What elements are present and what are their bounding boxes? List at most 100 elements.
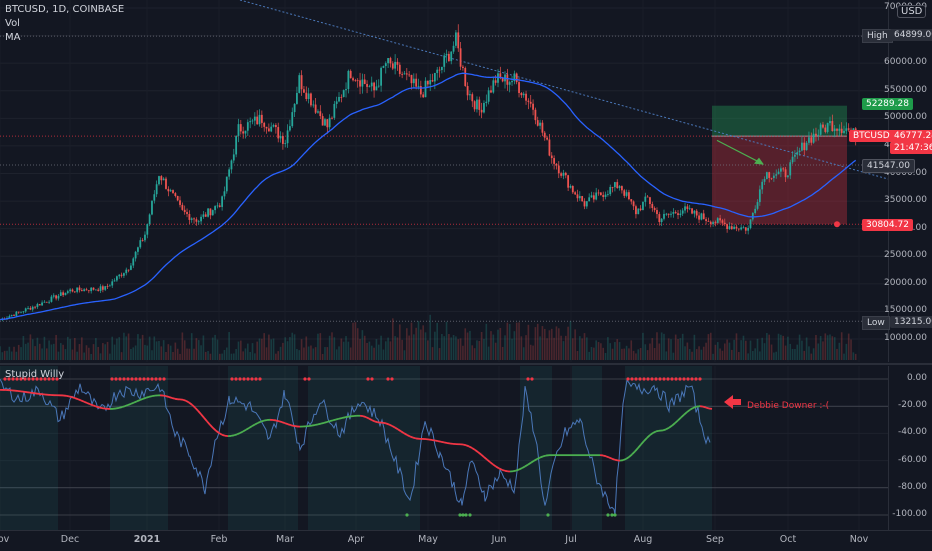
- signal-line-segment: [505, 471, 508, 472]
- volume-bar: [652, 338, 654, 360]
- candle-body: [350, 71, 352, 78]
- volume-bar: [619, 342, 621, 360]
- time-tick-label: Dec: [61, 534, 79, 545]
- candle-body: [357, 80, 359, 81]
- overbought-dot: [642, 377, 645, 380]
- volume-bar: [25, 344, 27, 360]
- price-chart[interactable]: [0, 0, 888, 362]
- overbought-dot: [154, 377, 157, 380]
- candle-body: [235, 136, 237, 155]
- volume-bar: [217, 340, 219, 360]
- volume-bar: [151, 350, 153, 360]
- candle-body: [186, 212, 188, 214]
- time-tick-label: Sep: [706, 534, 724, 545]
- volume-bar: [161, 346, 163, 360]
- candle-body: [397, 62, 399, 65]
- candle-body: [200, 217, 202, 221]
- candle-body: [284, 143, 286, 144]
- indicator-pane[interactable]: Debbie Downer :-( Stupid Willy: [0, 366, 888, 530]
- signal-line-segment: [327, 421, 330, 422]
- candle-body: [773, 176, 775, 178]
- candle-body: [116, 276, 118, 280]
- candle-body: [715, 222, 717, 223]
- signal-line-segment: [116, 408, 119, 409]
- candle-body: [747, 228, 749, 231]
- volume-bar: [287, 341, 289, 360]
- candle-body: [560, 173, 562, 176]
- signal-line-segment: [696, 406, 699, 407]
- volume-bar: [745, 341, 747, 360]
- annotation-text: Debbie Downer :-(: [747, 401, 829, 411]
- candle-body: [633, 201, 635, 206]
- currency-button[interactable]: USD: [897, 5, 926, 18]
- overbought-dot: [162, 377, 165, 380]
- candle-body: [18, 312, 20, 313]
- candle-body: [125, 270, 127, 273]
- candle-body: [139, 240, 141, 247]
- indicator-chart[interactable]: Debbie Downer :-(: [0, 366, 888, 530]
- symbol-legend[interactable]: BTCUSD, 1D, COINBASE: [5, 4, 124, 15]
- pane-separator[interactable]: [0, 363, 932, 365]
- volume-bar: [273, 339, 275, 360]
- signal-line-segment: [603, 455, 606, 456]
- candle-body: [750, 219, 752, 228]
- volume-bar: [740, 340, 742, 360]
- time-axis[interactable]: NovDec2021FebMarAprMayJunJulAugSepOctNov: [0, 530, 932, 551]
- volume-bar: [656, 332, 658, 360]
- volume-bar: [432, 347, 434, 360]
- candle-body: [651, 204, 653, 208]
- volume-bar: [502, 347, 504, 360]
- price-pane[interactable]: BTCUSD, 1D, COINBASE Vol MA: [0, 0, 888, 362]
- indicator-tick-label: -60.00: [898, 455, 927, 465]
- oversold-dot: [468, 513, 471, 516]
- ma-legend[interactable]: MA: [5, 32, 20, 43]
- indicator-axis[interactable]: 0.00-20.00-40.00-60.00-80.00-100.00: [888, 366, 932, 530]
- volume-bar: [378, 345, 380, 360]
- volume-bar: [829, 334, 831, 360]
- indicator-legend[interactable]: Stupid Willy: [5, 369, 64, 380]
- volume-bar: [254, 353, 256, 360]
- volume-bar: [280, 347, 282, 360]
- signal-line-segment: [288, 424, 291, 425]
- signal-line-segment: [413, 438, 416, 439]
- candle-body: [76, 287, 78, 291]
- candle-body: [544, 133, 546, 138]
- candle-body: [390, 58, 392, 63]
- price-axis[interactable]: 70000.0065000.0060000.0055000.0050000.00…: [888, 0, 932, 362]
- signal-line-segment: [204, 418, 207, 422]
- overbought-dot: [307, 377, 310, 380]
- volume-bar: [357, 328, 359, 360]
- candle-body: [137, 247, 139, 252]
- volume-bar: [97, 347, 99, 360]
- candle-body: [210, 209, 212, 216]
- volume-bar: [535, 327, 537, 360]
- volume-bar: [331, 332, 333, 360]
- signal-line-segment: [481, 454, 484, 457]
- candle-body: [289, 126, 291, 130]
- candle-body: [619, 186, 621, 188]
- volume-bar: [58, 352, 60, 360]
- signal-line-segment: [192, 405, 195, 408]
- candle-body: [88, 290, 90, 291]
- candle-body: [25, 308, 27, 311]
- volume-bar: [544, 329, 546, 360]
- signal-line-segment: [623, 459, 626, 460]
- candle-body: [838, 129, 840, 131]
- candle-body: [448, 54, 450, 61]
- signal-line-segment: [706, 408, 709, 409]
- volume-bar: [179, 354, 181, 360]
- volume-legend[interactable]: Vol: [5, 18, 20, 29]
- volume-bar: [694, 335, 696, 360]
- volume-bar: [747, 353, 749, 360]
- candle-body: [490, 90, 492, 92]
- indicator-tick-label: -100.00: [892, 509, 927, 519]
- volume-bar: [628, 348, 630, 360]
- candle-body: [411, 75, 413, 83]
- volume-bar: [327, 347, 329, 360]
- volume-bar: [581, 338, 583, 360]
- volume-bar: [4, 351, 6, 360]
- signal-line-segment: [237, 433, 240, 434]
- candle-body: [280, 136, 282, 138]
- volume-bar: [44, 337, 46, 360]
- candle-body: [310, 93, 312, 105]
